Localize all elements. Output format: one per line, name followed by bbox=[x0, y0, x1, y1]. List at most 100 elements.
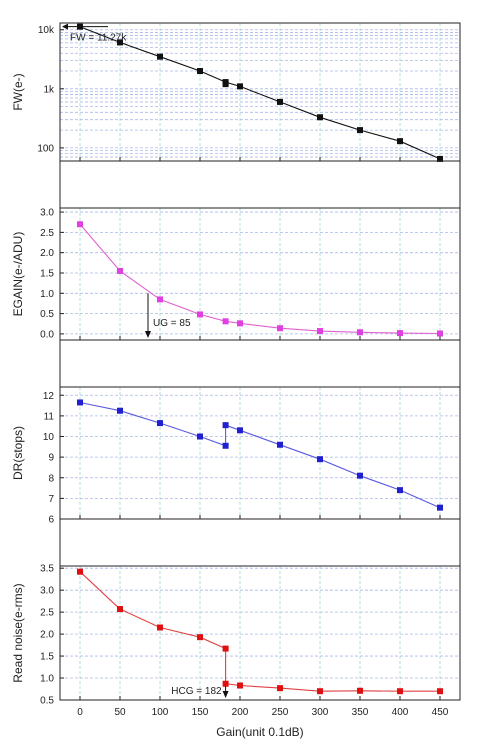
y-axis-label: FW(e-) bbox=[11, 73, 25, 110]
y-axis-label: EGAIN(e-/ADU) bbox=[11, 232, 25, 317]
data-point bbox=[157, 624, 163, 631]
y-tick-label: 0.5 bbox=[40, 309, 54, 320]
x-tick-label: 150 bbox=[192, 707, 209, 718]
y-tick-label: 2.5 bbox=[40, 608, 54, 619]
data-point bbox=[397, 688, 403, 695]
data-point bbox=[222, 318, 229, 325]
panel-1: 100 1k 10k FW(e-) FW = 11.27k bbox=[11, 22, 461, 162]
data-point bbox=[222, 645, 229, 652]
x-tick-label: 0 bbox=[77, 707, 83, 718]
y-tick-label: 10k bbox=[38, 25, 55, 36]
x-tick-label: 50 bbox=[114, 707, 126, 718]
annotation-arrowhead bbox=[222, 691, 229, 698]
data-point bbox=[222, 680, 229, 687]
annotation-label: UG = 85 bbox=[153, 318, 191, 329]
data-point bbox=[397, 330, 403, 337]
y-tick-label: 1.5 bbox=[40, 268, 54, 279]
data-point bbox=[157, 53, 163, 60]
y-tick-label: 11 bbox=[44, 411, 55, 422]
data-point bbox=[117, 606, 123, 613]
data-point bbox=[237, 320, 243, 327]
y-tick-label: 2.0 bbox=[40, 630, 54, 641]
annotation-arrowhead bbox=[62, 23, 68, 30]
x-axis-label: Gain(unit 0.1dB) bbox=[216, 725, 303, 739]
data-point bbox=[437, 688, 443, 695]
y-tick-label: 2.0 bbox=[40, 248, 54, 259]
data-point bbox=[277, 325, 283, 332]
y-tick-label: 3.5 bbox=[40, 564, 54, 575]
data-point bbox=[397, 487, 403, 494]
panel-frame bbox=[59, 518, 461, 701]
panel-3: 6 7 8 9 10 11 12 DR(stops) bbox=[11, 339, 461, 526]
x-tick-label: 350 bbox=[352, 707, 369, 718]
annotation-label: HCG = 182 bbox=[171, 686, 222, 697]
y-tick-label: 9 bbox=[48, 453, 54, 464]
y-tick-label: 1k bbox=[43, 84, 55, 95]
data-point bbox=[277, 98, 283, 105]
y-tick-label: 2.5 bbox=[40, 228, 54, 239]
data-point bbox=[77, 568, 83, 575]
data-point bbox=[317, 456, 323, 463]
x-tick-label: 400 bbox=[392, 707, 409, 718]
x-tick-label: 250 bbox=[272, 707, 289, 718]
data-point bbox=[222, 422, 229, 429]
data-point bbox=[317, 688, 323, 695]
data-point bbox=[357, 127, 363, 134]
y-tick-label: 0.0 bbox=[40, 329, 54, 340]
y-tick-label: 0.5 bbox=[40, 696, 54, 707]
data-point bbox=[117, 267, 123, 274]
y-tick-label: 12 bbox=[43, 391, 55, 402]
data-point bbox=[437, 330, 443, 337]
data-point bbox=[197, 311, 203, 318]
data-point bbox=[77, 221, 83, 228]
y-tick-label: 3.0 bbox=[40, 208, 54, 219]
x-tick-label: 100 bbox=[152, 707, 169, 718]
data-point bbox=[357, 687, 363, 694]
data-point bbox=[397, 138, 403, 145]
series-line bbox=[79, 223, 441, 335]
data-point bbox=[117, 39, 123, 46]
data-point bbox=[197, 634, 203, 641]
y-tick-label: 1.5 bbox=[40, 652, 54, 663]
x-tick-label: 200 bbox=[232, 707, 249, 718]
annotation-arrowhead bbox=[145, 331, 151, 338]
data-point bbox=[237, 83, 243, 90]
x-tick-label: 300 bbox=[312, 707, 329, 718]
data-point bbox=[157, 296, 163, 303]
y-tick-label: 3.0 bbox=[40, 586, 54, 597]
data-point bbox=[317, 328, 323, 335]
series-line bbox=[79, 401, 441, 509]
x-tick-label: 450 bbox=[432, 707, 449, 718]
y-tick-label: 7 bbox=[48, 494, 54, 505]
data-point bbox=[237, 682, 243, 689]
y-tick-label: 1.0 bbox=[40, 674, 54, 685]
data-point bbox=[317, 114, 323, 121]
y-tick-label: 1.0 bbox=[40, 289, 54, 300]
y-axis-label: Read noise(e-rms) bbox=[11, 583, 25, 682]
data-point bbox=[237, 427, 243, 434]
data-point bbox=[77, 399, 83, 406]
series-line bbox=[79, 571, 440, 692]
data-point bbox=[277, 441, 283, 448]
data-point bbox=[277, 685, 283, 692]
data-point bbox=[117, 407, 123, 414]
data-point bbox=[437, 155, 443, 162]
panel-4: 0.5 1.0 1.5 2.0 2.5 3.0 3.5 Read noise(e-rms) HC… bbox=[11, 518, 461, 707]
y-axis-label: DR(stops) bbox=[11, 426, 25, 480]
y-tick-label: 6 bbox=[48, 515, 54, 526]
data-point bbox=[437, 504, 443, 511]
y-tick-label: 100 bbox=[37, 143, 54, 154]
y-tick-label: 10 bbox=[43, 432, 55, 443]
data-point bbox=[222, 81, 229, 88]
data-point bbox=[197, 433, 203, 440]
panel-2: 0.0 0.5 1.0 1.5 2.0 2.5 3.0 EGAIN(e-/ADU) UG = 8… bbox=[11, 160, 461, 341]
data-point bbox=[357, 472, 363, 479]
data-point bbox=[357, 329, 363, 336]
series-line bbox=[79, 26, 441, 160]
annotation-label: FW = 11.27k bbox=[70, 33, 127, 44]
data-point bbox=[197, 68, 203, 75]
data-point bbox=[222, 442, 229, 449]
data-point bbox=[157, 420, 163, 427]
y-tick-label: 8 bbox=[48, 473, 54, 484]
